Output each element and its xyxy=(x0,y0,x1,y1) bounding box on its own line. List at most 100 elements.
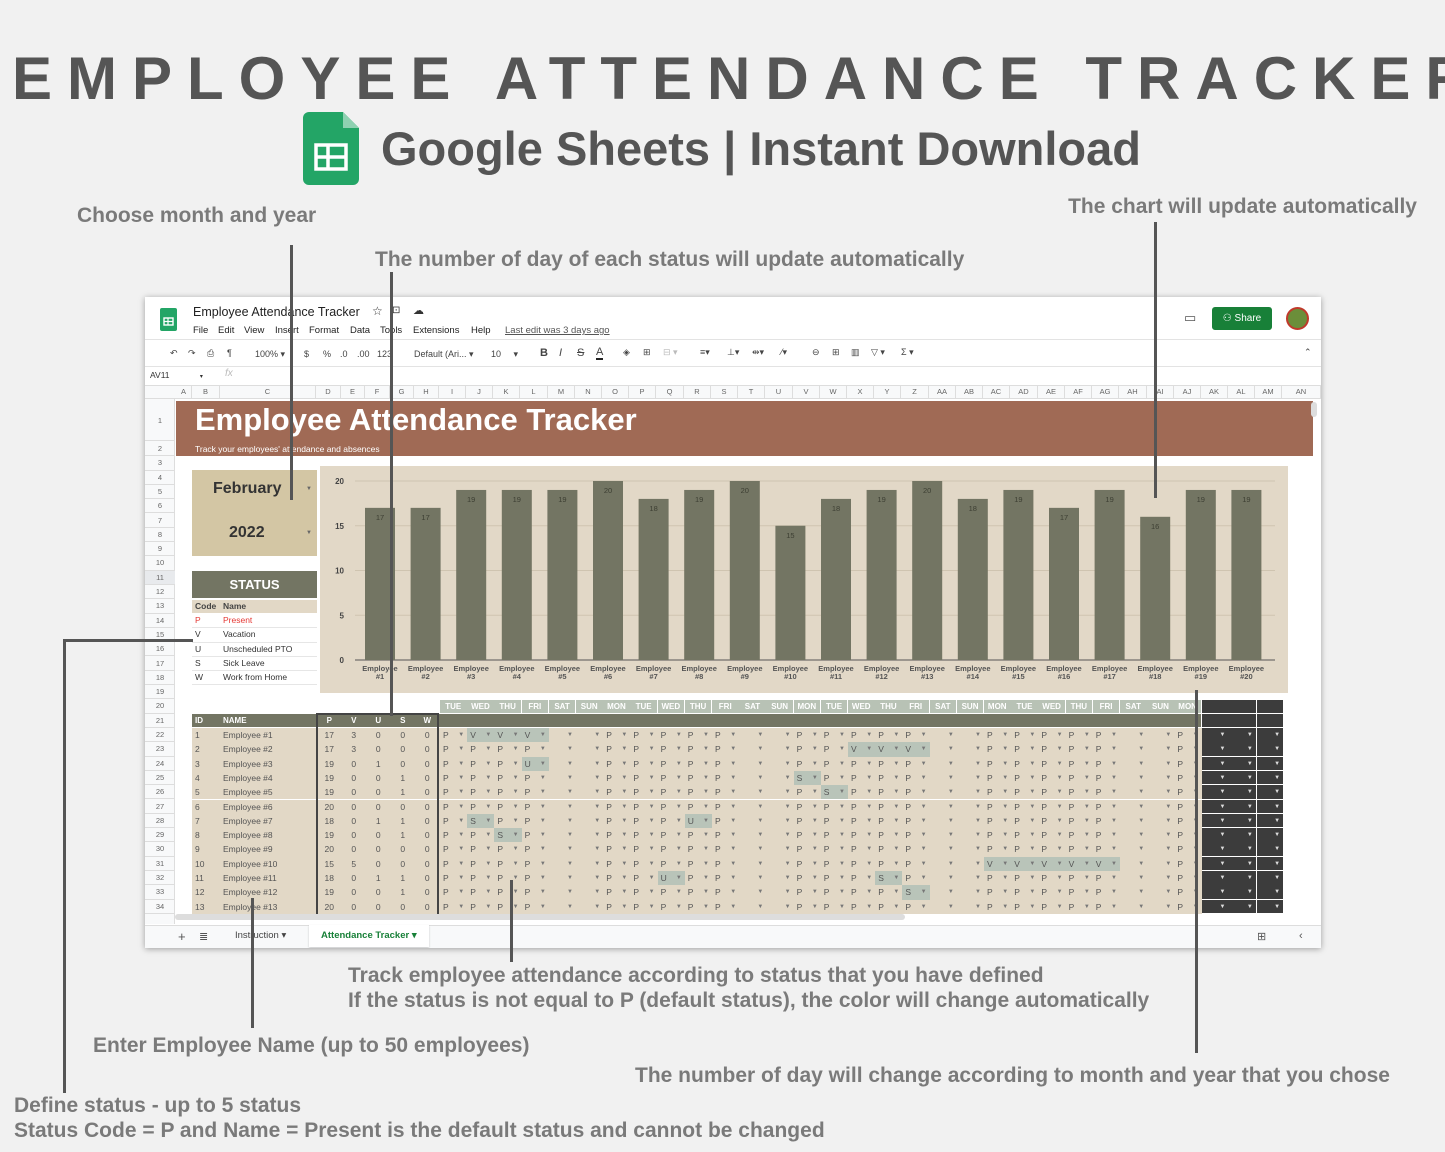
row-header-12[interactable]: 12 xyxy=(145,585,175,600)
row-header-13[interactable]: 13 xyxy=(145,599,175,614)
day-status-select[interactable]: ▼ xyxy=(956,728,984,743)
day-status-select[interactable]: P▼ xyxy=(494,742,522,757)
day-status-select[interactable]: P▼ xyxy=(793,756,821,771)
row-header-4[interactable]: 4 xyxy=(145,471,175,485)
day-status-select[interactable]: P▼ xyxy=(630,842,658,857)
day-status-select[interactable]: ▼ xyxy=(956,742,984,757)
day-status-select[interactable]: P▼ xyxy=(1038,799,1066,814)
column-header-Z[interactable]: Z xyxy=(901,386,929,398)
day-status-select[interactable]: P▼ xyxy=(1038,885,1066,900)
day-status-select[interactable]: ▼ xyxy=(739,756,767,771)
day-status-select[interactable]: P▼ xyxy=(467,871,495,886)
name-box[interactable]: AV11 ▾ xyxy=(150,370,203,380)
day-status-select[interactable]: P▼ xyxy=(848,756,876,771)
column-header-O[interactable]: O xyxy=(602,386,629,398)
side-panel-collapse-icon[interactable]: ‹ xyxy=(1299,930,1303,942)
day-status-select[interactable]: P▼ xyxy=(1011,770,1039,786)
day-status-select[interactable]: ▼ xyxy=(1120,885,1148,900)
day-status-select[interactable]: P▼ xyxy=(521,899,549,914)
day-status-select[interactable]: ▼ xyxy=(739,842,767,857)
day-status-select[interactable]: P▼ xyxy=(467,799,495,814)
day-status-select[interactable]: ▼ xyxy=(956,885,984,900)
day-status-select[interactable]: P▼ xyxy=(467,842,495,857)
day-status-select[interactable]: P▼ xyxy=(875,799,903,814)
extra-day-select[interactable]: ▼ xyxy=(1229,813,1256,828)
day-status-select[interactable]: P▼ xyxy=(657,885,685,900)
day-status-select[interactable]: ▼ xyxy=(956,785,984,800)
day-status-select[interactable]: P▼ xyxy=(1065,885,1093,900)
day-status-select[interactable]: P▼ xyxy=(630,828,658,843)
decrease-decimal-button[interactable]: .0 xyxy=(340,349,348,359)
day-status-select[interactable]: U ▼ xyxy=(657,871,685,886)
column-header-L[interactable]: L xyxy=(520,386,548,398)
day-status-select[interactable]: P▼ xyxy=(630,856,658,871)
day-status-select[interactable]: P▼ xyxy=(1038,899,1066,914)
day-status-select[interactable]: S ▼ xyxy=(793,770,821,786)
day-status-select[interactable]: P▼ xyxy=(657,899,685,914)
column-header-AD[interactable]: AD xyxy=(1010,386,1038,398)
day-status-select[interactable]: P▼ xyxy=(467,770,495,786)
day-status-select[interactable]: V ▼ xyxy=(984,856,1012,871)
extra-day-select[interactable]: ▼ xyxy=(1202,885,1229,899)
day-status-select[interactable]: P▼ xyxy=(684,728,712,743)
row-name[interactable]: Employee #5 xyxy=(223,787,273,798)
menu-edit[interactable]: Edit xyxy=(218,325,235,336)
day-status-select[interactable]: P▼ xyxy=(875,770,903,786)
day-status-select[interactable]: P▼ xyxy=(1011,756,1039,771)
extra-day-select[interactable]: ▼ xyxy=(1229,828,1256,842)
day-status-select[interactable]: ▼ xyxy=(1147,728,1175,743)
day-status-select[interactable]: V ▼ xyxy=(1065,856,1093,871)
day-status-select[interactable]: P▼ xyxy=(820,899,848,914)
align-horizontal-icon[interactable]: ≡▾ xyxy=(700,347,710,357)
day-status-select[interactable]: ▼ xyxy=(548,871,576,886)
redo-icon[interactable]: ↷ xyxy=(188,348,196,358)
day-status-select[interactable]: P▼ xyxy=(521,871,549,886)
day-status-select[interactable]: P▼ xyxy=(1011,842,1039,857)
font-select[interactable]: Default (Ari... ▾ xyxy=(414,349,474,359)
functions-icon[interactable]: Σ ▾ xyxy=(901,347,914,357)
day-status-select[interactable]: P▼ xyxy=(902,728,930,743)
day-status-select[interactable]: P▼ xyxy=(712,899,740,914)
day-status-select[interactable]: V ▼ xyxy=(1011,856,1039,871)
day-status-select[interactable]: P▼ xyxy=(603,885,631,900)
day-status-select[interactable]: P▼ xyxy=(1011,899,1039,914)
print-icon[interactable]: ⎙ xyxy=(207,348,215,358)
row-header-28[interactable]: 28 xyxy=(145,814,175,829)
day-status-select[interactable]: ▼ xyxy=(1120,842,1148,857)
day-status-select[interactable]: P▼ xyxy=(684,842,712,857)
day-status-select[interactable]: P▼ xyxy=(440,756,468,771)
day-status-select[interactable]: ▼ xyxy=(1120,770,1148,786)
day-status-select[interactable]: P▼ xyxy=(793,813,821,829)
share-button[interactable]: ⚇ Share xyxy=(1212,307,1272,330)
row-header-5[interactable]: 5 xyxy=(145,485,175,500)
row-name[interactable]: Employee #3 xyxy=(223,758,273,769)
day-status-select[interactable]: ▼ xyxy=(929,856,957,871)
menu-insert[interactable]: Insert xyxy=(275,325,299,336)
row-header-19[interactable]: 19 xyxy=(145,685,175,700)
day-status-select[interactable]: P▼ xyxy=(820,828,848,843)
day-status-select[interactable]: P▼ xyxy=(603,756,631,771)
column-header-AF[interactable]: AF xyxy=(1065,386,1092,398)
extra-day-select[interactable]: ▼ xyxy=(1256,899,1284,914)
day-status-select[interactable]: P▼ xyxy=(521,842,549,857)
day-status-select[interactable]: P▼ xyxy=(440,885,468,900)
day-status-select[interactable]: ▼ xyxy=(929,785,957,800)
extra-day-select[interactable]: ▼ xyxy=(1256,856,1284,871)
link-icon[interactable]: ⊖ xyxy=(812,347,820,357)
day-status-select[interactable]: P▼ xyxy=(793,885,821,900)
day-status-select[interactable]: P▼ xyxy=(793,742,821,757)
day-status-select[interactable]: P▼ xyxy=(820,742,848,757)
day-status-select[interactable]: P▼ xyxy=(712,742,740,757)
day-status-select[interactable]: P▼ xyxy=(793,899,821,914)
day-status-select[interactable]: P▼ xyxy=(603,842,631,857)
day-status-select[interactable]: ▼ xyxy=(739,856,767,871)
day-status-select[interactable]: P▼ xyxy=(1092,770,1120,786)
day-status-select[interactable]: P▼ xyxy=(793,842,821,857)
day-status-select[interactable]: P▼ xyxy=(630,899,658,914)
day-status-select[interactable]: P▼ xyxy=(820,799,848,814)
day-status-select[interactable]: P▼ xyxy=(1092,885,1120,900)
extra-day-select[interactable]: ▼ xyxy=(1229,871,1256,885)
day-status-select[interactable]: P▼ xyxy=(521,885,549,900)
day-status-select[interactable]: P▼ xyxy=(902,842,930,857)
day-status-select[interactable]: P▼ xyxy=(1065,785,1093,800)
